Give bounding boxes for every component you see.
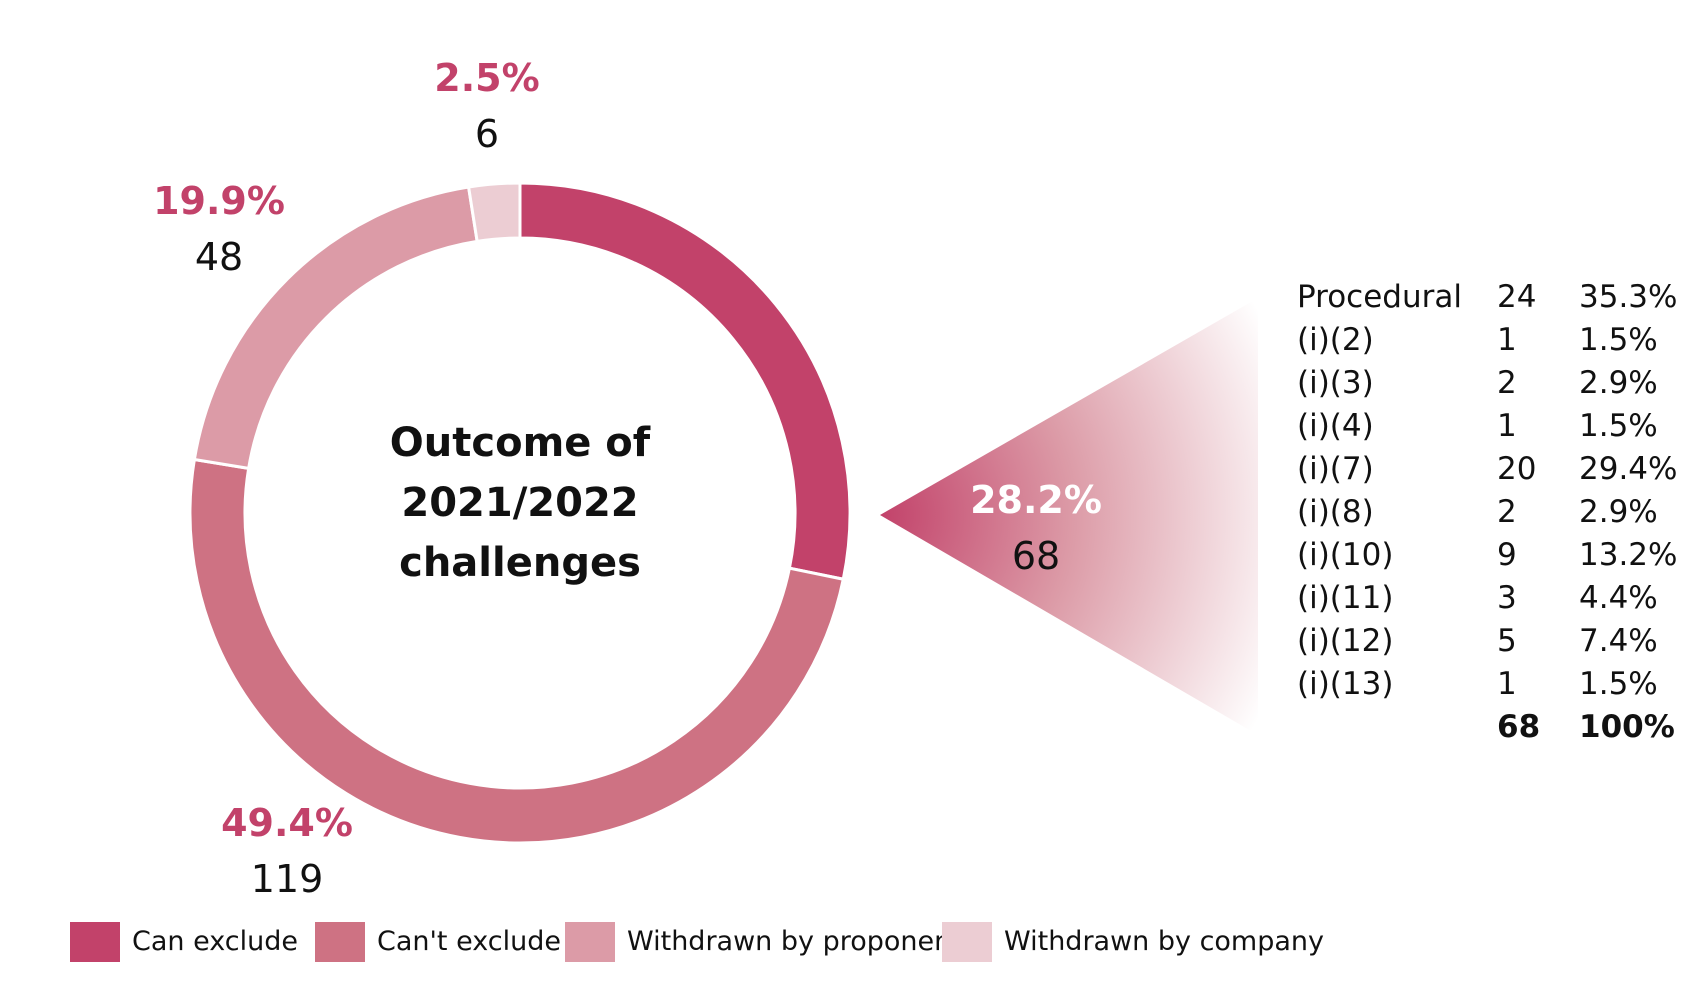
row-count: 3 xyxy=(1497,580,1517,616)
row-count: 20 xyxy=(1497,451,1537,487)
legend-label: Can't exclude xyxy=(377,926,561,957)
chart-title-line-1: Outcome of xyxy=(389,420,651,466)
row-label: (i)(3) xyxy=(1297,365,1374,401)
row-percent: 2.9% xyxy=(1579,365,1658,401)
row-count: 2 xyxy=(1497,494,1517,530)
row-percent: 7.4% xyxy=(1579,623,1658,659)
donut-slice-withdrawn-by-company xyxy=(466,181,522,244)
table-row: (i)(10) 9 13.2% xyxy=(1297,534,1699,577)
slice-percent-withdrawn-by-company: 2.5% xyxy=(434,56,540,100)
total-count: 68 xyxy=(1497,709,1541,745)
table-row: (i)(2) 1 1.5% xyxy=(1297,319,1699,362)
row-count: 24 xyxy=(1497,279,1537,315)
row-label: (i)(11) xyxy=(1297,580,1394,616)
table-row: Procedural 24 35.3% xyxy=(1297,276,1699,319)
row-label: (i)(10) xyxy=(1297,537,1394,573)
legend-label: Withdrawn by company xyxy=(1004,926,1325,957)
slice-label-can-exclude: 28.2% 68 xyxy=(936,472,1136,584)
legend-label: Can exclude xyxy=(132,926,298,957)
table-row: (i)(7) 20 29.4% xyxy=(1297,448,1699,491)
table-row: (i)(13) 1 1.5% xyxy=(1297,663,1699,706)
table-row: (i)(11) 3 4.4% xyxy=(1297,577,1699,620)
row-count: 9 xyxy=(1497,537,1517,573)
row-label: (i)(12) xyxy=(1297,623,1394,659)
table-total-row: 68 100% xyxy=(1297,706,1699,749)
donut-slice-can-t-exclude xyxy=(188,457,846,845)
slice-count-withdrawn-by-proponent: 48 xyxy=(194,235,244,279)
row-label: (i)(8) xyxy=(1297,494,1374,530)
row-label: (i)(2) xyxy=(1297,322,1374,358)
chart-title-line-3: challenges xyxy=(399,540,641,586)
row-count: 1 xyxy=(1497,322,1517,358)
row-count: 5 xyxy=(1497,623,1517,659)
slice-count-cant-exclude: 119 xyxy=(250,857,324,901)
row-percent: 1.5% xyxy=(1579,408,1658,444)
row-percent: 2.9% xyxy=(1579,494,1658,530)
slice-label-cant-exclude: 49.4% 119 xyxy=(187,795,387,907)
row-label: (i)(7) xyxy=(1297,451,1374,487)
row-label: Procedural xyxy=(1297,279,1462,315)
total-label xyxy=(1297,706,1497,749)
breakdown-table: Procedural 24 35.3% (i)(2) 1 1.5% (i)(3) 2 2.9… xyxy=(1297,276,1699,749)
row-percent: 29.4% xyxy=(1579,451,1678,487)
legend-swatch xyxy=(70,922,120,962)
table-row: (i)(12) 5 7.4% xyxy=(1297,620,1699,663)
row-count: 1 xyxy=(1497,666,1517,702)
row-percent: 4.4% xyxy=(1579,580,1658,616)
row-percent: 1.5% xyxy=(1579,322,1658,358)
row-percent: 35.3% xyxy=(1579,279,1678,315)
legend-swatch xyxy=(315,922,365,962)
chart-title: Outcome of 2021/2022 challenges xyxy=(360,413,680,593)
legend-label: Withdrawn by proponent xyxy=(627,926,962,957)
chart-title-line-2: 2021/2022 xyxy=(401,480,639,526)
slice-percent-withdrawn-by-proponent: 19.9% xyxy=(153,179,285,223)
slice-count-can-exclude: 68 xyxy=(1011,534,1061,578)
row-percent: 1.5% xyxy=(1579,666,1658,702)
slice-percent-cant-exclude: 49.4% xyxy=(221,801,353,845)
legend-swatch xyxy=(565,922,615,962)
row-label: (i)(4) xyxy=(1297,408,1374,444)
legend-swatch xyxy=(942,922,992,962)
slice-label-withdrawn-by-proponent: 19.9% 48 xyxy=(119,173,319,285)
table-row: (i)(4) 1 1.5% xyxy=(1297,405,1699,448)
row-label: (i)(13) xyxy=(1297,666,1394,702)
table-row: (i)(8) 2 2.9% xyxy=(1297,491,1699,534)
row-count: 1 xyxy=(1497,408,1517,444)
slice-count-withdrawn-by-company: 6 xyxy=(474,112,500,156)
slice-label-withdrawn-by-company: 2.5% 6 xyxy=(387,50,587,162)
row-percent: 13.2% xyxy=(1579,537,1678,573)
slice-percent-can-exclude: 28.2% xyxy=(970,478,1102,522)
callout-triangle xyxy=(880,298,1258,735)
total-percent: 100% xyxy=(1579,709,1675,745)
row-count: 2 xyxy=(1497,365,1517,401)
table-row: (i)(3) 2 2.9% xyxy=(1297,362,1699,405)
